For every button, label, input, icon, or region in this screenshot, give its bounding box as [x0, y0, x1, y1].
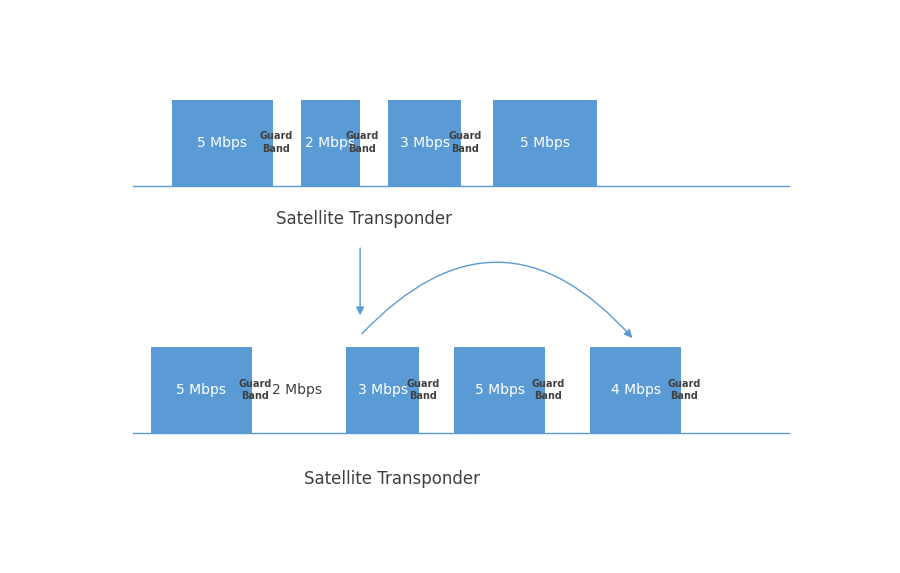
Text: Guard
Band: Guard Band — [346, 131, 379, 154]
Text: 3 Mbps: 3 Mbps — [400, 136, 450, 150]
Text: Guard
Band: Guard Band — [667, 379, 700, 401]
Bar — [454, 347, 544, 433]
Text: Guard
Band: Guard Band — [449, 131, 482, 154]
Bar — [492, 100, 598, 186]
Bar — [388, 100, 461, 186]
Bar — [172, 100, 273, 186]
Text: Satellite Transponder: Satellite Transponder — [275, 210, 452, 228]
Text: 5 Mbps: 5 Mbps — [474, 383, 525, 397]
Text: 2 Mbps: 2 Mbps — [305, 136, 356, 150]
Text: 3 Mbps: 3 Mbps — [358, 383, 408, 397]
Text: Satellite Transponder: Satellite Transponder — [303, 470, 480, 488]
Text: 5 Mbps: 5 Mbps — [520, 136, 570, 150]
Text: 5 Mbps: 5 Mbps — [197, 136, 248, 150]
Text: Guard
Band: Guard Band — [259, 131, 292, 154]
Bar — [301, 100, 360, 186]
Text: Guard
Band: Guard Band — [531, 379, 564, 401]
Text: 5 Mbps: 5 Mbps — [176, 383, 227, 397]
Text: 4 Mbps: 4 Mbps — [610, 383, 661, 397]
Text: Guard
Band: Guard Band — [238, 379, 272, 401]
Text: Guard
Band: Guard Band — [406, 379, 439, 401]
Text: 2 Mbps: 2 Mbps — [273, 383, 322, 397]
Bar — [590, 347, 681, 433]
Bar — [346, 347, 419, 433]
Bar — [151, 347, 252, 433]
